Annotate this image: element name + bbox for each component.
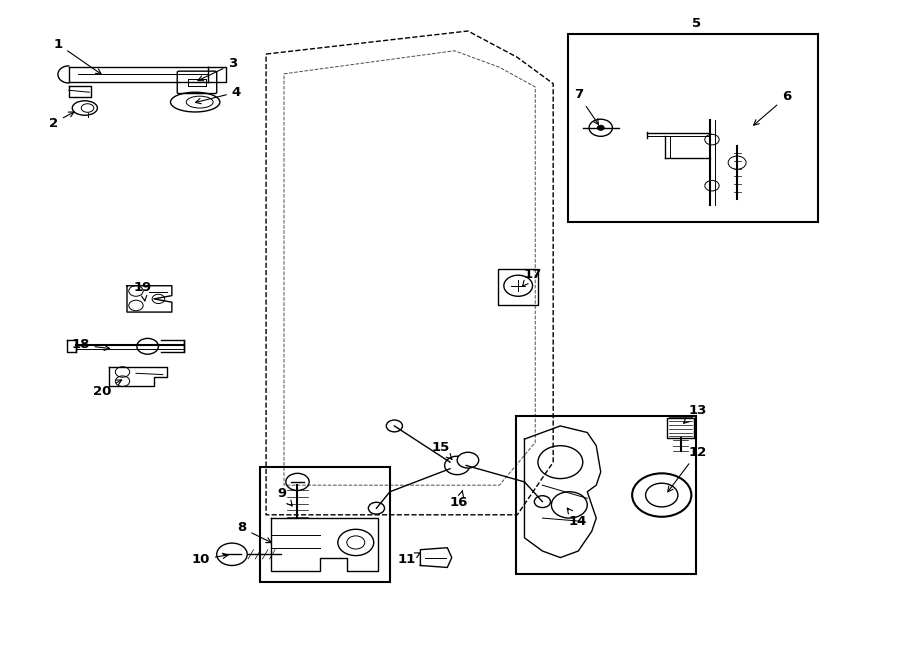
Text: 9: 9 bbox=[278, 487, 293, 506]
Text: 13: 13 bbox=[684, 405, 706, 423]
Text: 2: 2 bbox=[49, 112, 74, 130]
Bar bbox=[667, 418, 694, 438]
Text: 7: 7 bbox=[573, 89, 598, 124]
Circle shape bbox=[445, 456, 470, 475]
Text: 15: 15 bbox=[432, 441, 452, 459]
Text: 18: 18 bbox=[71, 338, 110, 352]
Text: 3: 3 bbox=[198, 58, 238, 81]
Text: 6: 6 bbox=[753, 91, 791, 125]
Bar bbox=[260, 467, 390, 582]
Text: 4: 4 bbox=[195, 86, 241, 104]
Circle shape bbox=[217, 543, 248, 565]
Circle shape bbox=[597, 125, 604, 130]
Circle shape bbox=[457, 452, 479, 468]
Text: 5: 5 bbox=[692, 17, 701, 30]
Text: 16: 16 bbox=[450, 490, 468, 510]
Text: 10: 10 bbox=[192, 553, 228, 566]
Circle shape bbox=[286, 473, 309, 490]
Circle shape bbox=[590, 119, 612, 136]
Text: 11: 11 bbox=[398, 553, 420, 566]
Text: 19: 19 bbox=[134, 281, 152, 301]
Text: 8: 8 bbox=[238, 522, 272, 543]
Bar bbox=[517, 416, 696, 574]
Text: 17: 17 bbox=[522, 268, 542, 286]
Text: 14: 14 bbox=[567, 508, 587, 528]
Text: 20: 20 bbox=[93, 380, 122, 397]
Circle shape bbox=[632, 473, 691, 517]
Text: 12: 12 bbox=[668, 446, 706, 492]
Bar bbox=[569, 34, 818, 222]
Circle shape bbox=[137, 338, 158, 354]
Bar bbox=[499, 269, 538, 305]
Text: 1: 1 bbox=[53, 38, 102, 74]
